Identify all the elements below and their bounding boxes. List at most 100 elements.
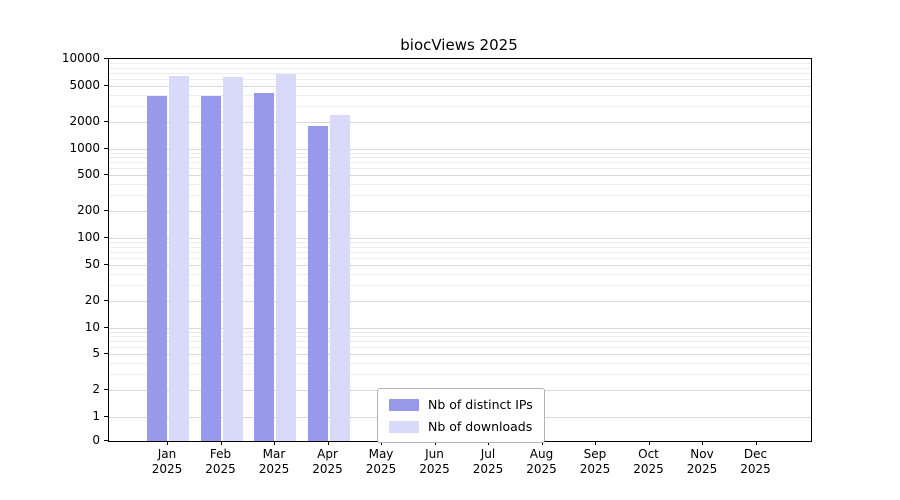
gridline: [109, 238, 811, 239]
bar-distinct-ips-apr: [307, 125, 328, 441]
y-tick-mark: [104, 263, 108, 265]
y-tick-mark: [104, 353, 108, 355]
y-tick-mark: [104, 147, 108, 149]
gridline: [109, 152, 811, 154]
gridline: [109, 184, 811, 186]
gridline: [109, 211, 811, 213]
gridline: [109, 242, 811, 244]
gridline: [109, 121, 811, 123]
y-tick-label: 2: [92, 382, 100, 397]
gridline: [109, 63, 811, 65]
legend-label-distinct-ips: Nb of distinct IPs: [428, 397, 533, 412]
x-tick-label: Mar 2025: [258, 447, 290, 476]
x-tick-mark: [220, 441, 222, 445]
gridline: [109, 72, 811, 74]
gridline: [109, 300, 811, 302]
x-tick-mark: [381, 441, 382, 445]
y-tick-mark: [104, 416, 108, 417]
y-tick-label: 10: [84, 319, 100, 334]
x-tick-mark: [327, 441, 329, 445]
x-tick-label: May 2025: [365, 447, 397, 476]
x-tick-mark: [755, 441, 757, 445]
gridline: [109, 374, 811, 376]
y-tick-mark: [104, 84, 108, 86]
y-tick-label: 10000: [61, 51, 100, 65]
gridline: [109, 341, 811, 343]
bar-distinct-ips-jan: [147, 95, 167, 441]
bar-downloads-feb: [222, 77, 243, 441]
x-tick-label: Apr 2025: [312, 447, 343, 476]
gridline: [109, 148, 811, 150]
gridline: [109, 363, 811, 365]
gridline: [109, 157, 811, 159]
legend-item-distinct-ips: Nb of distinct IPs: [389, 397, 533, 412]
gridline: [109, 257, 811, 259]
bar-distinct-ips-mar: [254, 92, 274, 441]
gridline: [109, 162, 811, 164]
legend-label-downloads: Nb of downloads: [428, 419, 533, 434]
gridline: [109, 336, 811, 338]
bar-distinct-ips-feb: [200, 95, 221, 441]
x-tick-mark: [702, 441, 703, 445]
gridline: [109, 331, 811, 333]
x-tick-mark: [488, 441, 489, 445]
x-tick-label: Feb 2025: [205, 447, 236, 476]
y-tick-label: 0: [92, 433, 100, 447]
gridline: [109, 264, 811, 266]
gridline: [109, 284, 811, 286]
y-tick-mark: [104, 299, 108, 301]
bar-downloads-apr: [329, 114, 350, 441]
y-tick-label: 20: [84, 292, 100, 307]
gridline: [109, 327, 811, 329]
y-tick-label: 200: [77, 203, 100, 218]
legend-item-downloads: Nb of downloads: [389, 419, 533, 434]
y-tick-label: 100: [77, 230, 100, 244]
y-tick-label: 5000: [69, 77, 100, 92]
plot-area: Nb of distinct IPs Nb of downloads: [108, 58, 812, 443]
gridline: [109, 175, 811, 177]
x-tick-label: Jul 2025: [472, 447, 504, 476]
y-tick-label: 2000: [69, 113, 100, 128]
gridline: [109, 78, 811, 80]
x-tick-label: Jan 2025: [151, 447, 183, 476]
x-tick-mark: [595, 441, 596, 445]
y-tick-mark: [104, 174, 108, 176]
gridline: [109, 168, 811, 170]
bar-downloads-mar: [276, 74, 296, 441]
y-tick-label: 1: [92, 409, 100, 423]
gridline: [109, 94, 811, 96]
x-tick-mark: [648, 441, 650, 445]
y-tick-mark: [104, 326, 108, 328]
gridline: [109, 67, 811, 69]
y-tick-mark: [104, 210, 108, 212]
gridline: [109, 105, 811, 107]
x-tick-mark: [167, 441, 168, 445]
y-tick-label: 500: [77, 167, 100, 182]
y-tick-label: 5: [92, 346, 100, 361]
gridline: [109, 195, 811, 197]
legend-swatch-downloads: [389, 420, 419, 433]
y-tick-mark: [104, 389, 108, 391]
bar-downloads-jan: [169, 76, 189, 441]
gridline: [109, 273, 811, 275]
gridline: [109, 354, 811, 356]
x-tick-label: Sep 2025: [579, 447, 611, 476]
gridline: [109, 246, 811, 248]
x-tick-label: Aug 2025: [526, 447, 557, 476]
x-tick-mark: [434, 441, 436, 445]
y-tick-mark: [104, 58, 108, 59]
x-tick-label: Oct 2025: [633, 447, 664, 476]
x-tick-label: Nov 2025: [686, 447, 718, 476]
legend: Nb of distinct IPs Nb of downloads: [377, 388, 545, 443]
x-tick-mark: [541, 441, 543, 445]
gridline: [109, 85, 811, 87]
y-tick-label: 1000: [69, 140, 100, 155]
gridline: [109, 347, 811, 349]
y-tick-mark: [104, 120, 108, 122]
y-tick-label: 50: [84, 256, 100, 271]
x-tick-label: Dec 2025: [740, 447, 771, 476]
x-tick-mark: [274, 441, 275, 445]
y-tick-mark: [104, 237, 108, 238]
y-tick-mark: [104, 440, 108, 441]
